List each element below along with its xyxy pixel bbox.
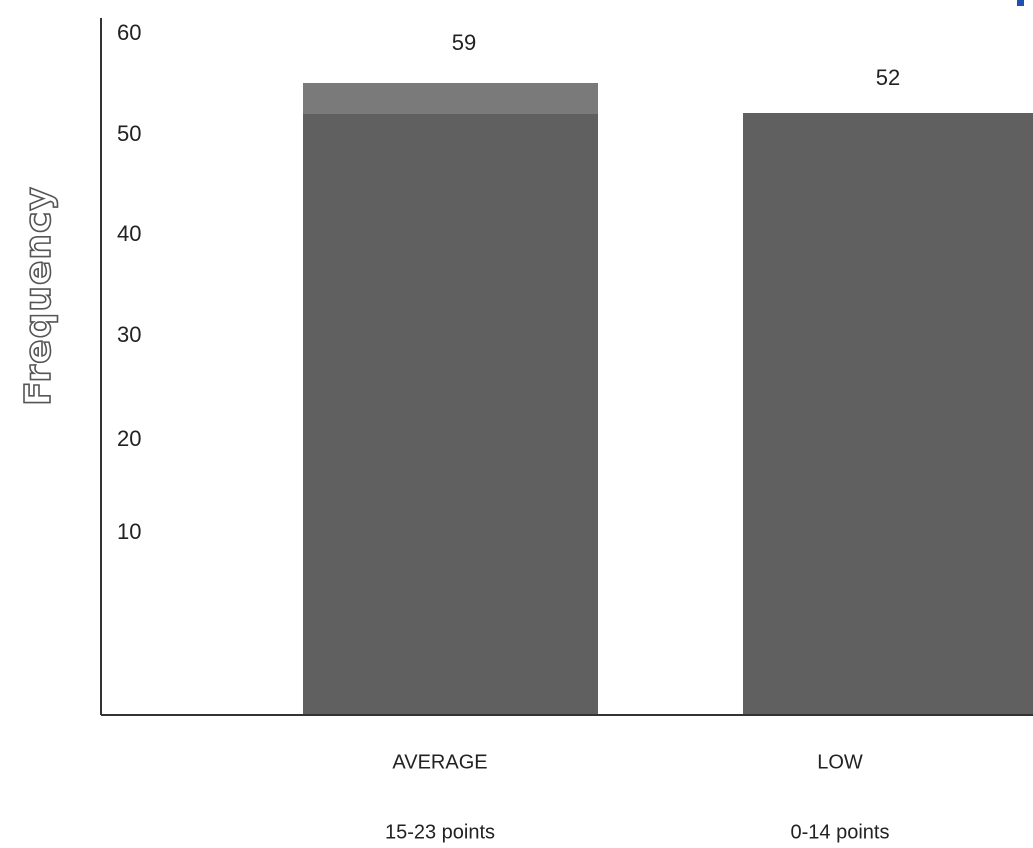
value-label-average: 59 xyxy=(452,30,476,55)
accent-mark xyxy=(1017,0,1024,6)
category-label-low: LOW xyxy=(817,751,863,773)
category-label-average: AVERAGE xyxy=(392,751,487,773)
y-tick-label-60: 60 xyxy=(117,20,141,45)
category-sublabel-low: 0-14 points xyxy=(791,821,890,843)
y-axis-label: Frequency xyxy=(18,186,59,406)
y-tick-label-30: 30 xyxy=(117,322,141,347)
bar-low xyxy=(743,113,1033,715)
y-tick-label-10: 10 xyxy=(117,519,141,544)
bar-cap-average xyxy=(303,83,598,114)
y-tick-label-50: 50 xyxy=(117,121,141,146)
value-label-low: 52 xyxy=(876,65,900,90)
labels-group: 10 20 30 40 50 60 59 52 AVERAGE LOW 15-23 points 0-… xyxy=(117,20,900,843)
category-sublabel-average: 15-23 points xyxy=(385,821,495,843)
bar-average xyxy=(303,83,598,715)
axes-group xyxy=(100,18,1033,716)
y-tick-label-20: 20 xyxy=(117,426,141,451)
bars-group xyxy=(303,83,1033,715)
y-tick-label-40: 40 xyxy=(117,221,141,246)
